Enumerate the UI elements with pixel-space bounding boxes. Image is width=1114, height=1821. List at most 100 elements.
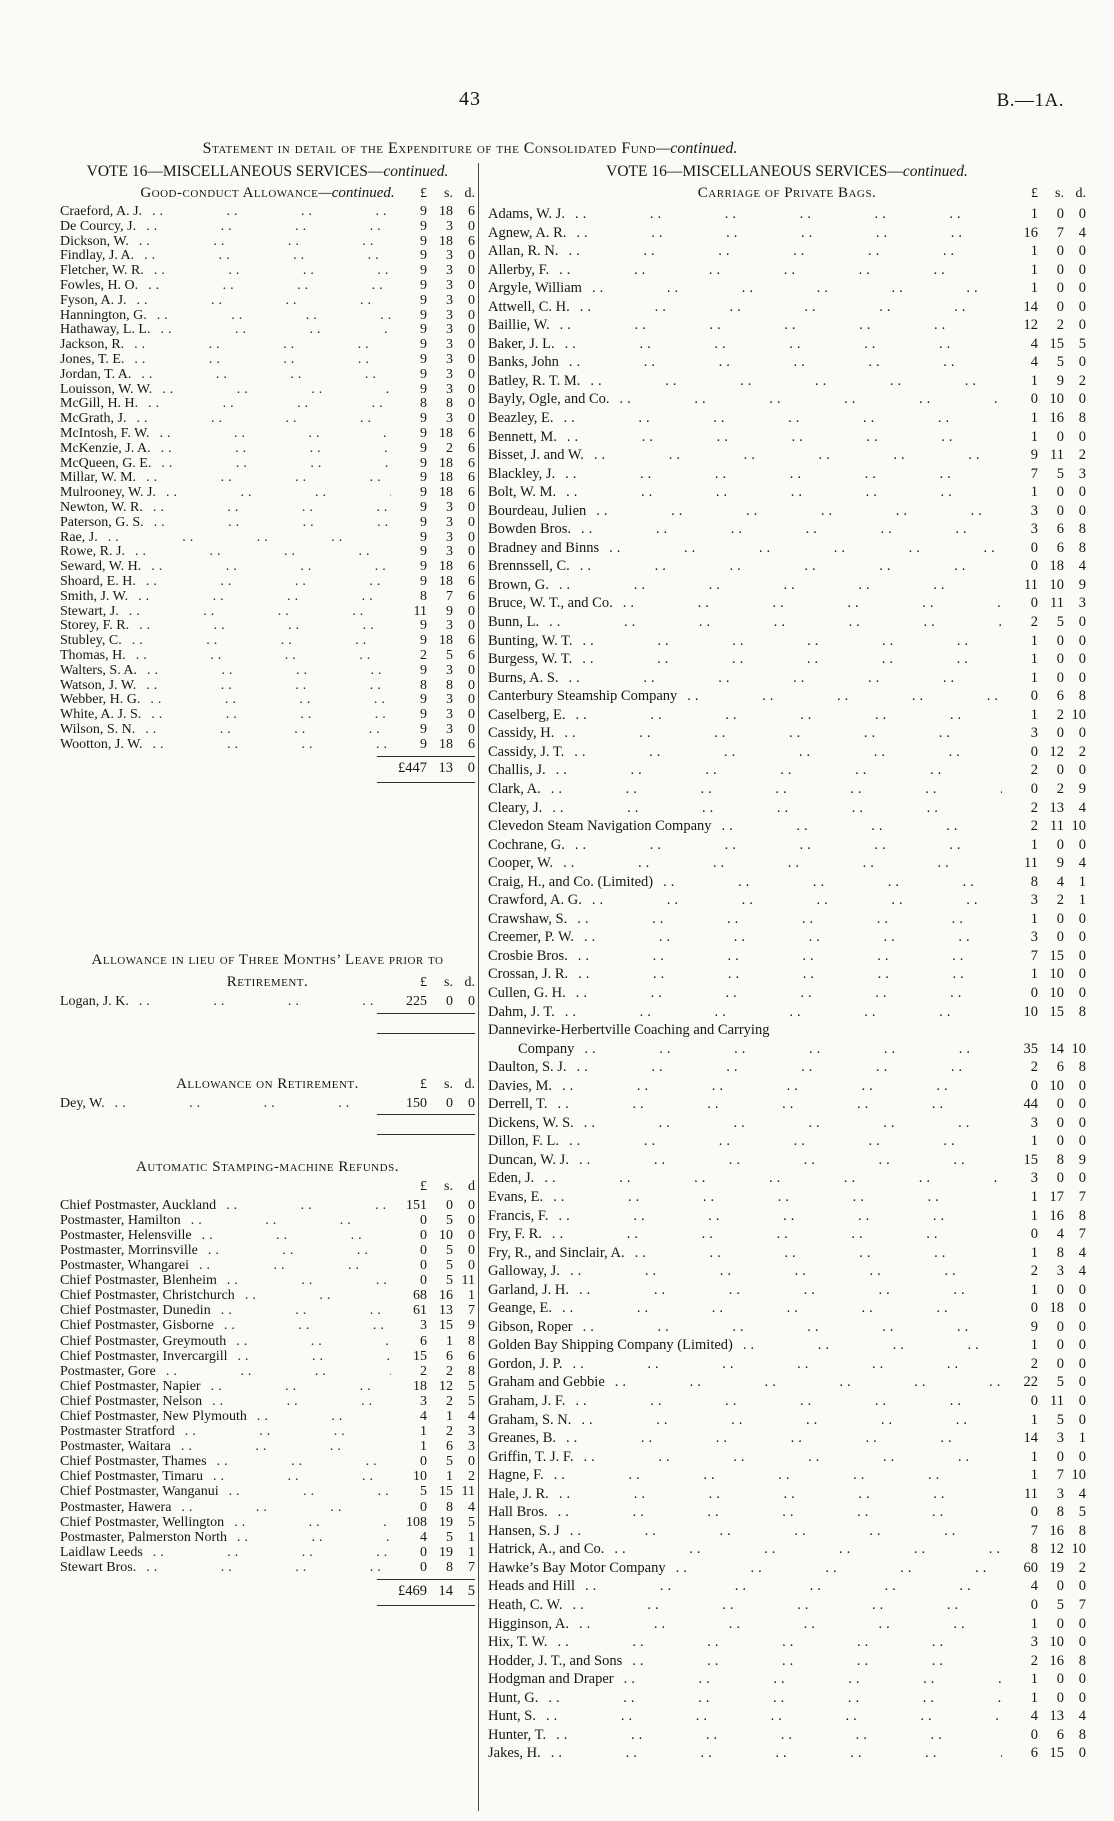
dot-leader: .. .. .. .. .. .. .. .. .. .. .. .. .. .… [134, 352, 391, 367]
leave-closing-rules [60, 1012, 475, 1034]
entry-name: Eden, J. [488, 1170, 535, 1187]
entry-name: Fletcher, W. R. [60, 263, 144, 279]
amount-pounds: 3 [1030, 929, 1038, 946]
amount-shillings: 19 [439, 1514, 453, 1530]
amount-pounds: 15 [1023, 1151, 1039, 1168]
amount-pounds: 1 [1030, 1467, 1038, 1484]
dot-leader: .. .. .. .. .. .. .. .. .. .. .. .. .. .… [551, 1226, 1002, 1243]
ledger-row: Chief Postmaster, Blenheim .. .. .. .. ..… [60, 1273, 475, 1288]
amount-shillings: 0 [1056, 651, 1064, 668]
entry-name: Davies, M. [488, 1077, 553, 1094]
amount-shillings: 13 [439, 1303, 453, 1319]
amount-pence: 0 [468, 603, 475, 619]
amount-pounds: 1 [1030, 243, 1038, 260]
amount-pence: 0 [1078, 669, 1086, 686]
amount-shillings: 16 [1049, 1522, 1065, 1539]
amount-pounds: 8 [1030, 873, 1038, 890]
ledger-row: Hodder, J. T., and Sons .. .. .. .. .. ..… [488, 1652, 1086, 1671]
ledger-row: Stewart Bros. .. .. .. .. .. .. .. .. .. … [60, 1560, 475, 1575]
dot-leader: .. .. .. .. .. .. .. .. .. .. .. .. .. .… [568, 354, 1002, 371]
leave-heading-line1: Allowance in lieu of Three Months’ Leave… [91, 952, 444, 969]
amount-pounds: 61 [413, 1303, 427, 1319]
amount-shillings: 13 [1049, 1708, 1065, 1725]
amount-pence: 8 [1078, 688, 1086, 705]
amount-pence: 0 [1078, 984, 1086, 1001]
amount-pounds: 2 [420, 1363, 427, 1379]
amount-pounds: 1 [1030, 1411, 1038, 1428]
amount-shillings: 15 [1049, 1003, 1065, 1020]
amount-pence: 5 [468, 1393, 475, 1409]
amount-pence: 0 [468, 381, 475, 397]
ledger-row: Canterbury Steamship Company .. .. .. .. … [488, 687, 1086, 706]
entry-name: Bennett, M. [488, 428, 557, 445]
amount-pence: 4 [1078, 558, 1086, 575]
ledger-row: Cooper, W. .. .. .. .. .. .. .. .. .. .. … [488, 854, 1086, 873]
ledger-row: Bennett, M. .. .. .. .. .. .. .. .. .. ..… [488, 428, 1086, 447]
ledger-row: Hunter, T. .. .. .. .. .. .. .. .. .. .. … [488, 1726, 1086, 1745]
dot-leader: .. .. .. .. .. .. .. .. .. .. .. .. .. .… [575, 984, 1002, 1001]
amount-pence: 7 [1078, 1597, 1086, 1614]
dot-leader: .. .. .. .. .. .. .. .. .. .. .. .. .. .… [579, 558, 1002, 575]
dot-leader: .. .. .. .. .. .. .. .. .. .. .. .. .. .… [574, 743, 1002, 760]
dot-leader: .. .. .. .. .. .. .. .. .. .. .. .. .. .… [580, 521, 1002, 538]
dot-leader: .. .. .. .. .. .. .. .. .. .. .. .. .. .… [562, 1300, 1002, 1317]
amount-pounds: 9 [420, 425, 427, 441]
amount-pounds: 44 [1023, 1096, 1039, 1113]
amount-shillings: 5 [446, 1242, 453, 1258]
dot-leader: .. .. .. .. .. .. .. .. .. .. .. .. .. .… [614, 1541, 1002, 1558]
amount-pounds: 2 [420, 647, 427, 663]
entry-name: Garland, J. H. [488, 1281, 569, 1298]
amount-pounds: 15 [413, 1348, 427, 1364]
amount-pounds: 9 [420, 455, 427, 471]
amount-pounds: 1 [1030, 1689, 1038, 1706]
ledger-row: Chief Postmaster, Greymouth .. .. .. .. .… [60, 1334, 475, 1349]
shillings-header: s. [1055, 186, 1064, 201]
ledger-row: Brown, G. .. .. .. .. .. .. .. .. .. .. .… [488, 576, 1086, 595]
amount-shillings: 6 [1056, 688, 1064, 705]
good-conduct-total: £447 13 0 [60, 756, 475, 784]
amount-pounds: 4 [420, 1529, 427, 1545]
ledger-row: Allan, R. N. .. .. .. .. .. .. .. .. .. .… [488, 242, 1086, 261]
ledger-row: Jackson, R. .. .. .. .. .. .. .. .. .. ..… [60, 337, 475, 353]
ledger-row: Chief Postmaster, Napier .. .. .. .. .. .… [60, 1379, 475, 1394]
entry-name: Banks, John [488, 354, 559, 371]
amount-pounds: 0 [1030, 1726, 1038, 1743]
dot-leader: .. .. .. .. .. .. .. .. .. .. .. .. .. .… [558, 1207, 1002, 1224]
amount-shillings: 3 [446, 351, 453, 367]
entry-name: Hall Bros. [488, 1504, 548, 1521]
ledger-row: Hatrick, A., and Co. .. .. .. .. .. .. ..… [488, 1540, 1086, 1559]
amount-pence: 0 [1078, 243, 1086, 260]
entry-name: Craig, H., and Co. (Limited) [488, 873, 654, 890]
two-column-layout: VOTE 16—MISCELLANEOUS SERVICES—continued… [60, 163, 1086, 1811]
amount-shillings: 3 [1056, 1430, 1064, 1447]
amount-pounds: 1 [420, 1424, 427, 1440]
amount-pounds: 9 [420, 736, 427, 752]
amount-pence: 6 [468, 470, 475, 486]
amount-pence: 6 [468, 573, 475, 589]
amount-pounds: 4 [420, 1408, 427, 1424]
dot-leader: .. .. .. .. .. .. .. .. .. .. .. .. .. .… [572, 1597, 1002, 1614]
amount-pounds: 3 [420, 1393, 427, 1409]
amount-pence: 8 [468, 1363, 475, 1379]
amount-shillings: 0 [446, 1197, 453, 1213]
ledger-row: Fyson, A. J. .. .. .. .. .. .. .. .. .. .… [60, 293, 475, 309]
amount-shillings: 5 [446, 647, 453, 663]
amount-pence: 6 [468, 559, 475, 575]
dot-leader: .. .. .. .. .. .. .. .. .. .. .. .. .. .… [568, 669, 1002, 686]
amount-pounds: 1 [1030, 1188, 1038, 1205]
amount-pence: 10 [1071, 706, 1087, 723]
entry-name: Rowe, R. J. [60, 544, 125, 560]
amount-pounds: 9 [1030, 447, 1038, 464]
carriage-rows: Adams, W. J. .. .. .. .. .. .. .. .. .. .… [488, 205, 1086, 1763]
entry-name: Dey, W. [60, 1095, 105, 1111]
amount-pounds: 4 [1030, 1578, 1038, 1595]
amount-pounds: 9 [420, 514, 427, 530]
amount-shillings: 8 [446, 677, 453, 693]
right-vote-text: VOTE 16—MISCELLANEOUS SERVICES— [606, 163, 903, 180]
entry-name: Louisson, W. W. [60, 381, 153, 397]
entry-name: McGrath, J. [60, 411, 127, 427]
dot-leader: .. .. .. .. .. .. .. .. .. .. .. .. .. .… [256, 1408, 391, 1424]
amount-pence: 0 [1078, 1393, 1086, 1409]
amount-shillings: 0 [1056, 243, 1064, 260]
amount-pence: 0 [468, 1095, 475, 1111]
